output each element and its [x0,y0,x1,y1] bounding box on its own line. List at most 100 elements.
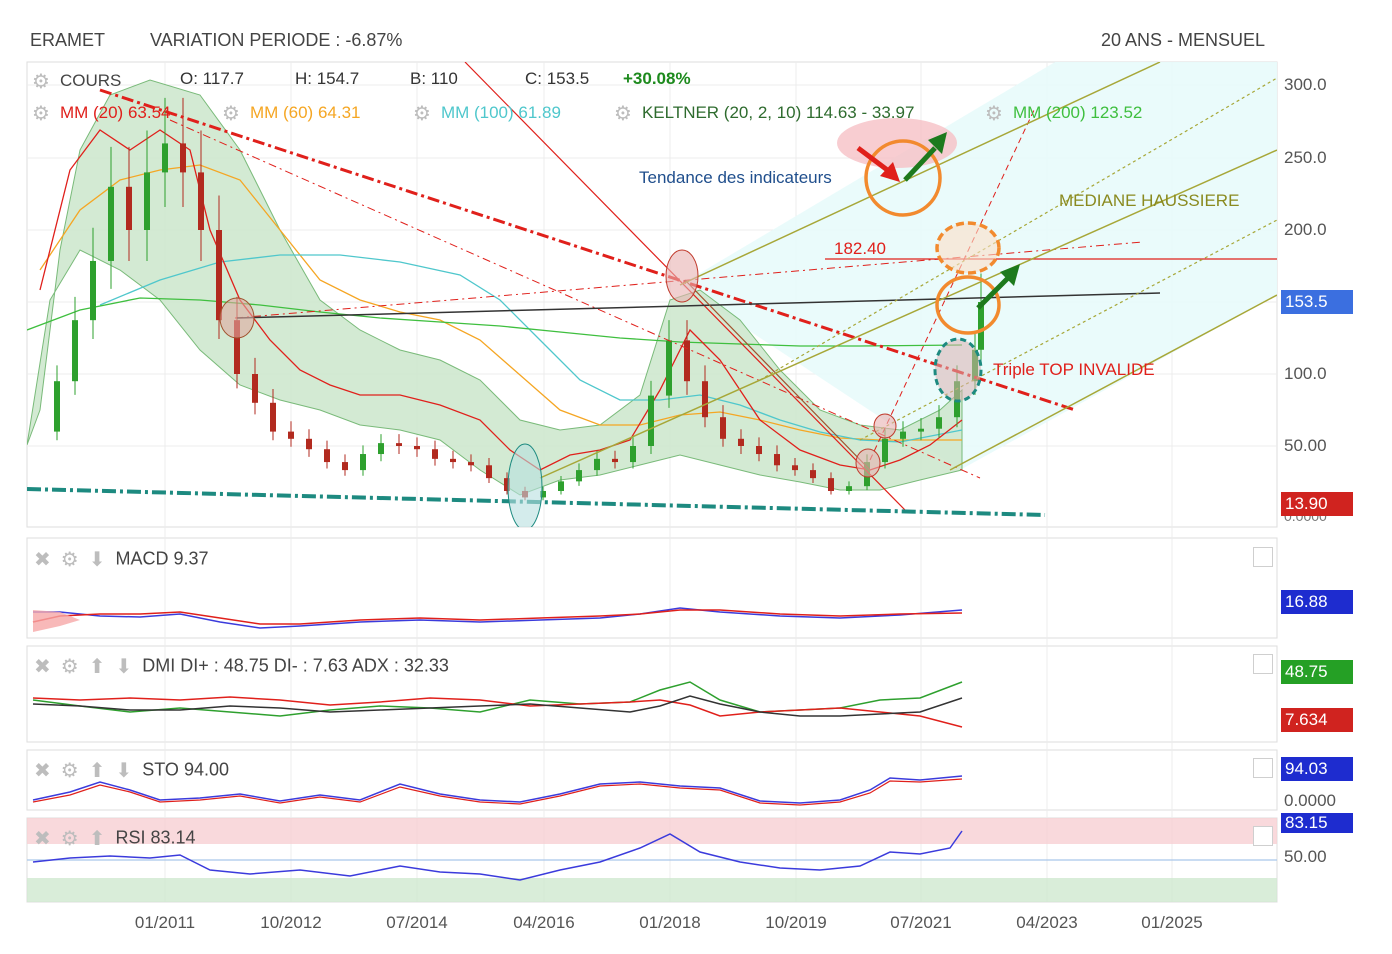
candle-body [720,417,726,439]
arrow-down-icon[interactable]: ⬇ [115,760,133,782]
sto-chart [32,775,963,806]
candle-body [324,449,330,463]
candle-body [252,374,258,403]
keltner-legend[interactable]: ⚙ KELTNER (20, 2, 10) 114.63 - 33.97 [614,102,915,125]
gear-icon[interactable]: ⚙ [413,103,431,125]
x-tick-label: 07/2021 [890,913,952,932]
macd-checkbox[interactable] [1253,547,1273,567]
candle-body [504,478,510,491]
candle-body [774,454,780,466]
close-icon[interactable]: ✖ [34,656,51,678]
dmi-checkbox[interactable] [1253,654,1273,674]
candle-body [468,462,474,466]
highlight-circle-2020-b [873,413,897,439]
candle-body [234,320,240,374]
gear-icon[interactable]: ⚙ [222,103,240,125]
close-icon[interactable]: ✖ [34,828,51,850]
mm100-legend[interactable]: ⚙ MM (100) 61.89 [413,102,561,125]
sto-checkbox[interactable] [1253,758,1273,778]
low-price-tag: 13.90 [1281,492,1353,516]
channel-upper [679,62,1161,286]
candle-body [54,381,60,432]
arrow-up-icon[interactable]: ⬆ [88,760,106,782]
mediane-annotation: MEDIANE HAUSSIERE [1059,191,1240,210]
arrow-down-icon[interactable]: ⬇ [115,656,133,678]
candle-body [684,340,690,382]
candle-body [342,462,348,471]
gear-icon[interactable]: ⚙ [32,71,50,93]
arrow-up-icon[interactable]: ⬆ [88,828,106,850]
triple-top-annotation: Triple TOP INVALIDE [993,360,1155,379]
x-tick-label: 01/2018 [639,913,701,932]
arrow-up-icon[interactable]: ⬆ [88,656,106,678]
close-icon[interactable]: ✖ [34,760,51,782]
rsi-tag: 83.15 [1281,813,1353,833]
macd-panel-frame [26,537,1278,639]
x-tick-label: 10/2012 [260,913,322,932]
gear-icon[interactable]: ⚙ [985,103,1003,125]
candle-body [396,443,402,446]
change-value: +30.08% [623,69,691,88]
highlight-circle-triple-top [933,337,983,403]
red-down-arrow-icon [856,146,900,182]
arrow-down-icon[interactable]: ⬇ [88,549,106,571]
current-price-tag: 153.5 [1281,290,1353,314]
x-tick-label: 10/2019 [765,913,827,932]
close-icon[interactable]: ✖ [34,549,51,571]
candle-body [486,465,492,479]
dmi-plus-tag: 48.75 [1281,660,1353,684]
candle-body [828,478,834,491]
rsi-title: ✖ ⚙ ⬆ RSI 83.14 [34,827,196,850]
candle-body [288,431,294,439]
gear-icon[interactable]: ⚙ [60,828,79,850]
macd-tag: 16.88 [1281,590,1353,614]
candle-body [180,143,186,173]
mm200-legend[interactable]: ⚙ MM (200) 123.52 [985,102,1143,125]
candlestick-series [54,97,984,501]
mm60-legend[interactable]: ⚙ MM (60) 64.31 [222,102,361,125]
steep-rising-red-dashed [869,107,1036,461]
open-value: O: 117.7 [180,69,244,88]
gear-icon[interactable]: ⚙ [60,656,79,678]
level-annotation: 182.40 [834,239,886,258]
highlight-circle-2016-low [507,443,543,527]
neckline-black [236,292,1161,319]
candle-body [810,470,816,479]
gear-icon[interactable]: ⚙ [32,103,50,125]
x-tick-label: 01/2025 [1141,913,1203,932]
mm100-line [99,254,963,443]
candle-body [630,446,636,463]
channel-dotted-1 [759,77,1277,381]
highlight-circle-2020-low [855,448,881,478]
macd-title: ✖ ⚙ ⬇ MACD 9.37 [34,548,209,571]
dmi-title: ✖ ⚙ ⬆ ⬇ DMI DI+ : 48.75 DI- : 7.63 ADX : 32.… [34,655,449,678]
candle-body [216,230,222,321]
channel-dotted-2 [859,219,1277,441]
gear-icon[interactable]: ⚙ [60,549,79,571]
sto-tag: 94.03 [1281,757,1353,781]
candle-body [306,438,312,450]
orange-circle-tendance [864,139,942,217]
sto-panel-frame [26,749,1278,811]
sto-scale: 0.0000 [1284,791,1336,810]
candle-body [648,395,654,446]
rsi-checkbox[interactable] [1253,826,1273,846]
candle-body [576,470,582,482]
gear-icon[interactable]: ⚙ [60,760,79,782]
cours-legend[interactable]: ⚙ COURS [32,70,122,93]
candle-body [738,438,744,446]
candle-body [666,340,672,396]
mm20-legend[interactable]: ⚙ MM (20) 63.54 [32,102,171,125]
candle-body [144,172,150,230]
sto-title: ✖ ⚙ ⬆ ⬇ STO 94.00 [34,759,229,782]
candle-body [270,402,276,432]
gear-icon[interactable]: ⚙ [614,103,632,125]
candle-body [702,381,708,418]
price-tick-100: 100.0 [1284,364,1327,383]
candle-body [108,186,114,261]
period-label[interactable]: 20 ANS - MENSUEL [1101,30,1266,50]
high-value: H: 154.7 [295,69,360,88]
candle-body [126,186,132,230]
secondary-downtrend-line [169,119,981,479]
symbol-title: ERAMET [30,30,106,50]
